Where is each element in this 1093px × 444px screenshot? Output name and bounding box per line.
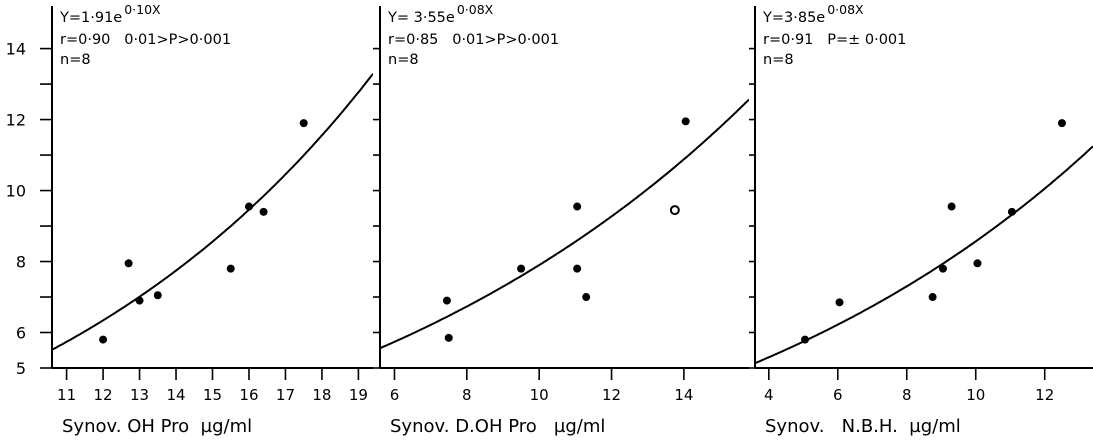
y-tick-label: 8 [16, 253, 26, 272]
equation-base: Y=3·85e [762, 10, 825, 26]
data-point [442, 296, 451, 305]
data-point [947, 202, 956, 211]
data-point [244, 202, 253, 211]
data-point [153, 291, 162, 300]
data-point [938, 264, 947, 273]
data-point [1057, 119, 1066, 128]
fit-curve [52, 73, 373, 351]
data-point [928, 293, 937, 302]
data-point [669, 205, 680, 216]
equation-stats: r=0·90 0·01>P>0·001 [60, 32, 231, 48]
y-tick-label: 10 [6, 182, 26, 201]
equation-n: n=8 [388, 52, 419, 68]
equation-exponent: 0·08X [457, 2, 494, 17]
data-point [259, 207, 268, 216]
x-tick-label: 6 [390, 386, 400, 404]
data-point [681, 117, 690, 126]
equation-exponent: 0·08X [827, 2, 864, 17]
data-point [573, 202, 582, 211]
panel-oh-pro: 5 6 8 10 12 14 11 12 13 14 15 16 17 18 19 Synov. OH Pro… [0, 0, 373, 440]
data-point [99, 335, 108, 344]
data-point [299, 119, 308, 128]
y-tick-label: 12 [6, 111, 26, 130]
x-tick-label: 17 [276, 386, 295, 404]
x-tick-label: 14 [674, 386, 693, 404]
data-point [582, 293, 591, 302]
y-tick-label: 6 [16, 324, 26, 343]
equation-exponent: 0·10X [124, 2, 161, 17]
equation-base: Y= 3·55e [387, 10, 455, 26]
data-point [835, 298, 844, 307]
x-tick-label: 19 [349, 386, 368, 404]
x-tick-label: 4 [764, 386, 774, 404]
data-point [124, 259, 133, 268]
equation-n: n=8 [763, 52, 794, 68]
x-tick-label: 12 [602, 386, 621, 404]
x-tick-label: 18 [312, 386, 331, 404]
data-point [135, 296, 144, 305]
x-axis-label: Synov. OH Pro µg/ml [62, 416, 252, 437]
data-point [973, 259, 982, 268]
x-tick-label: 16 [239, 386, 258, 404]
y-tick-label: 5 [16, 359, 26, 378]
data-point [444, 333, 453, 342]
chart-svg: 6 8 10 12 14 Synov. D.OH Pro µg/ml Y= 3·55e0·0… [368, 2, 749, 437]
fit-curve [380, 98, 749, 350]
x-tick-label: 12 [1035, 386, 1054, 404]
x-axis-label: Synov. D.OH Pro µg/ml [390, 416, 605, 437]
data-point [226, 264, 235, 273]
data-point [517, 264, 526, 273]
x-tick-label: 8 [462, 386, 472, 404]
equation-n: n=8 [60, 52, 91, 68]
equation-stats: r=0·91 P=± 0·001 [763, 32, 906, 48]
equation-stats: r=0·85 0·01>P>0·001 [388, 32, 559, 48]
x-tick-label: 15 [203, 386, 222, 404]
data-point [801, 335, 810, 344]
fit-curve [755, 145, 1093, 365]
x-tick-label: 13 [130, 386, 149, 404]
y-tick-label: 14 [6, 40, 26, 59]
x-tick-label: 6 [833, 386, 843, 404]
x-tick-label: 10 [530, 386, 549, 404]
data-point [573, 264, 582, 273]
x-tick-label: 11 [57, 386, 76, 404]
x-tick-label: 10 [966, 386, 985, 404]
data-point [1007, 207, 1016, 216]
x-axis-label: Synov. N.B.H. µg/ml [765, 416, 961, 437]
equation-base: Y=1·91e [59, 10, 122, 26]
x-tick-label: 8 [902, 386, 912, 404]
chart-svg: 5 6 8 10 12 14 11 12 13 14 15 16 17 18 19 Synov. OH Pro… [6, 2, 373, 437]
x-tick-label: 12 [94, 386, 113, 404]
x-tick-label: 14 [166, 386, 185, 404]
panel-nbh: 4 6 8 10 12 Synov. N.B.H. µg/ml Y=3·85e 0·08X r=… [743, 0, 1093, 440]
panel-d-oh-pro: 6 8 10 12 14 Synov. D.OH Pro µg/ml Y= 3·55e 0·0… [368, 0, 749, 440]
